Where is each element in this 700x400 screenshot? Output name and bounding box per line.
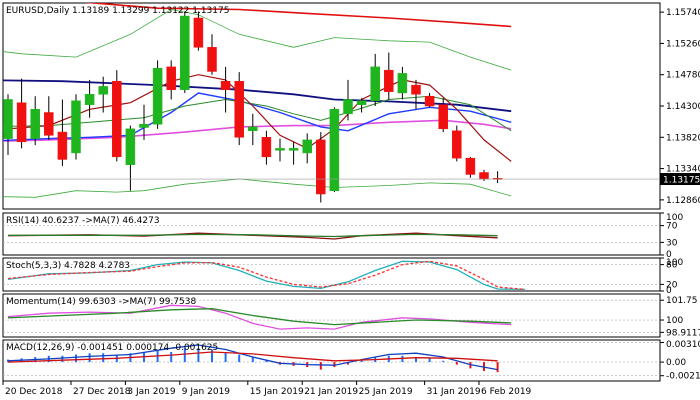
macd-label: MACD(12,26,9) -0.001451 0.000174 -0.0016… bbox=[6, 343, 218, 353]
last-price-tag bbox=[660, 173, 700, 186]
stoch-series-line-0 bbox=[7, 260, 525, 291]
candle-bear bbox=[44, 112, 54, 136]
candle-bear bbox=[193, 17, 204, 48]
date-tick-label: 21 Jan 2019 bbox=[304, 387, 358, 397]
last-price-label: 1.13175 bbox=[663, 176, 700, 186]
stoch-tick-label: 20 bbox=[666, 280, 678, 290]
candle-bull bbox=[3, 99, 13, 139]
overlay-line-ma_green-6 bbox=[3, 95, 512, 132]
chart-title: EURUSD,Daily bbox=[6, 6, 70, 16]
candle-bear bbox=[411, 84, 421, 95]
candle-bear bbox=[16, 102, 27, 143]
candle-bear bbox=[424, 95, 435, 107]
stoch-tick-label: 100 bbox=[666, 258, 683, 268]
date-tick-label: 20 Dec 2018 bbox=[5, 387, 63, 397]
rsi-tick-label: 70 bbox=[666, 222, 678, 232]
date-tick-label: 25 Jan 2019 bbox=[359, 387, 413, 397]
momentum-tick-label: 98.9117 bbox=[666, 328, 700, 338]
candle-bull bbox=[288, 148, 299, 151]
price-tick-label: 1.15260 bbox=[666, 39, 700, 49]
macd-tick-label: 0.003108 bbox=[666, 340, 700, 350]
candle-bear bbox=[316, 139, 326, 195]
stoch-tick-label: 80 bbox=[666, 261, 678, 271]
candle-bull bbox=[397, 73, 408, 94]
momentum-panel-frame bbox=[2, 293, 661, 338]
candle-bear bbox=[261, 137, 272, 158]
momentum-tick-label: 101.75 bbox=[666, 296, 698, 306]
stoch-plot bbox=[3, 260, 660, 291]
momentum-series-line-0 bbox=[7, 304, 512, 330]
candle-bear bbox=[452, 130, 462, 159]
candle-bull bbox=[98, 86, 108, 95]
macd-tick-label: -0.002161 bbox=[666, 372, 700, 382]
price-panel-plot bbox=[3, 3, 660, 203]
candle-bear bbox=[479, 172, 489, 180]
rsi-panel-frame bbox=[2, 212, 661, 256]
macd-series-line-0 bbox=[7, 344, 498, 371]
price-tick-label: 1.13820 bbox=[666, 133, 700, 143]
rsi-tick-label: 0 bbox=[666, 250, 672, 260]
price-tick-label: 1.13340 bbox=[666, 165, 700, 175]
date-tick-label: 6 Feb 2019 bbox=[481, 387, 532, 397]
candle-bull bbox=[71, 100, 81, 154]
overlay-line-ma_red-0 bbox=[84, 3, 512, 28]
candle-bull bbox=[152, 67, 163, 125]
candle-bear bbox=[166, 66, 176, 90]
candle-bull bbox=[370, 66, 380, 102]
stoch-tick-label: 0 bbox=[666, 286, 672, 296]
rsi-tick-label: 30 bbox=[666, 238, 678, 248]
candle-bull bbox=[30, 109, 40, 139]
candle-bear bbox=[112, 80, 122, 158]
date-tick-label: 15 Jan 2019 bbox=[250, 387, 304, 397]
rsi-series-line-1 bbox=[8, 233, 498, 238]
candle-bear bbox=[234, 80, 244, 138]
candle-bull bbox=[125, 128, 136, 165]
stoch-label: Stoch(5,3,3) 4.7828 4.2783 bbox=[6, 261, 130, 271]
chart-ohlc-readout: 1.13189 1.13299 1.13122 1.13175 bbox=[72, 6, 229, 16]
candle-bull bbox=[302, 139, 312, 154]
candle-bull bbox=[343, 99, 353, 115]
candle-bull bbox=[329, 109, 340, 191]
overlay-line-ma_blue-5 bbox=[3, 92, 512, 142]
candle-bear bbox=[465, 157, 476, 175]
overlay-line-ma_magenta-4 bbox=[3, 119, 512, 142]
stoch-series-line-1 bbox=[7, 260, 525, 291]
date-tick-label: 31 Jan 2019 bbox=[427, 387, 481, 397]
momentum-series-line-1 bbox=[7, 308, 512, 326]
rsi-plot bbox=[3, 225, 660, 243]
candle-bull bbox=[139, 124, 149, 128]
candle-bull bbox=[248, 126, 258, 132]
date-tick-label: 27 Dec 2018 bbox=[73, 387, 131, 397]
macd-plot bbox=[3, 342, 660, 377]
date-tick-label: 3 Jan 2019 bbox=[127, 387, 175, 397]
candle-bull bbox=[356, 100, 367, 105]
candle-bear bbox=[438, 104, 448, 130]
macd-tick-label: 0.00 bbox=[666, 358, 686, 368]
macd-series-line-1 bbox=[7, 351, 498, 363]
candle-bear bbox=[220, 80, 231, 90]
candle-bull bbox=[180, 15, 190, 90]
price-tick-label: 1.14780 bbox=[666, 71, 700, 81]
price-tick-label: 1.12860 bbox=[666, 196, 700, 206]
price-tick-label: 1.14300 bbox=[666, 102, 700, 112]
candle-bull bbox=[84, 94, 95, 105]
candle-bear bbox=[384, 69, 394, 92]
candle-bull bbox=[275, 148, 285, 151]
momentum-plot bbox=[3, 299, 660, 333]
date-tick-label: 9 Jan 2019 bbox=[182, 387, 230, 397]
momentum-label: Momentum(14) 99.6303 ->MA(7) 99.7538 bbox=[6, 297, 197, 307]
candle-bear bbox=[57, 131, 68, 160]
price-tick-label: 1.15740 bbox=[666, 8, 700, 18]
rsi-label: RSI(14) 40.6237 ->MA(7) 46.4273 bbox=[6, 216, 160, 226]
rsi-tick-label: 100 bbox=[666, 213, 683, 223]
candle-bear bbox=[207, 47, 217, 72]
overlay-line-bollinger-2 bbox=[3, 9, 512, 71]
momentum-tick-label: 100 bbox=[666, 316, 683, 326]
